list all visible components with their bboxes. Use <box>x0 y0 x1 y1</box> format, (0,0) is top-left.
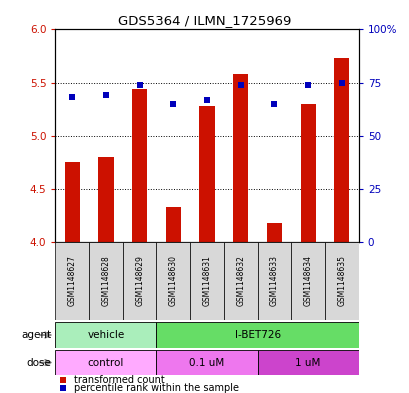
Text: GSM1148633: GSM1148633 <box>269 255 278 307</box>
Text: transformed count: transformed count <box>73 375 164 386</box>
Bar <box>223 242 257 320</box>
Bar <box>89 242 122 320</box>
Bar <box>55 242 89 320</box>
Text: percentile rank within the sample: percentile rank within the sample <box>73 383 238 393</box>
Bar <box>190 242 223 320</box>
Text: GSM1148629: GSM1148629 <box>135 255 144 307</box>
Text: GSM1148630: GSM1148630 <box>169 255 178 307</box>
Text: vehicle: vehicle <box>87 330 124 340</box>
Bar <box>199 106 214 242</box>
Text: GSM1148632: GSM1148632 <box>236 255 245 307</box>
Text: agent: agent <box>21 330 51 340</box>
Bar <box>257 242 291 320</box>
Bar <box>122 242 156 320</box>
Bar <box>98 157 113 242</box>
Bar <box>291 242 324 320</box>
Bar <box>156 322 358 348</box>
Text: GSM1148634: GSM1148634 <box>303 255 312 307</box>
Text: GSM1148635: GSM1148635 <box>337 255 346 307</box>
Text: 1 uM: 1 uM <box>295 358 320 367</box>
Text: I-BET726: I-BET726 <box>234 330 280 340</box>
Bar <box>165 207 180 242</box>
Text: dose: dose <box>26 358 51 367</box>
Bar <box>132 89 147 242</box>
Text: GSM1148627: GSM1148627 <box>67 255 76 307</box>
Bar <box>233 74 248 242</box>
Bar <box>156 242 190 320</box>
Text: 0.1 uM: 0.1 uM <box>189 358 224 367</box>
Bar <box>156 350 257 375</box>
Bar <box>257 350 358 375</box>
Bar <box>55 350 156 375</box>
Bar <box>266 222 281 242</box>
Bar <box>324 242 358 320</box>
Text: GDS5364 / ILMN_1725969: GDS5364 / ILMN_1725969 <box>118 14 291 27</box>
Text: control: control <box>88 358 124 367</box>
Bar <box>333 58 348 242</box>
Bar <box>300 104 315 242</box>
Bar <box>55 322 156 348</box>
Text: GSM1148631: GSM1148631 <box>202 255 211 307</box>
Bar <box>65 162 80 242</box>
Text: GSM1148628: GSM1148628 <box>101 255 110 307</box>
